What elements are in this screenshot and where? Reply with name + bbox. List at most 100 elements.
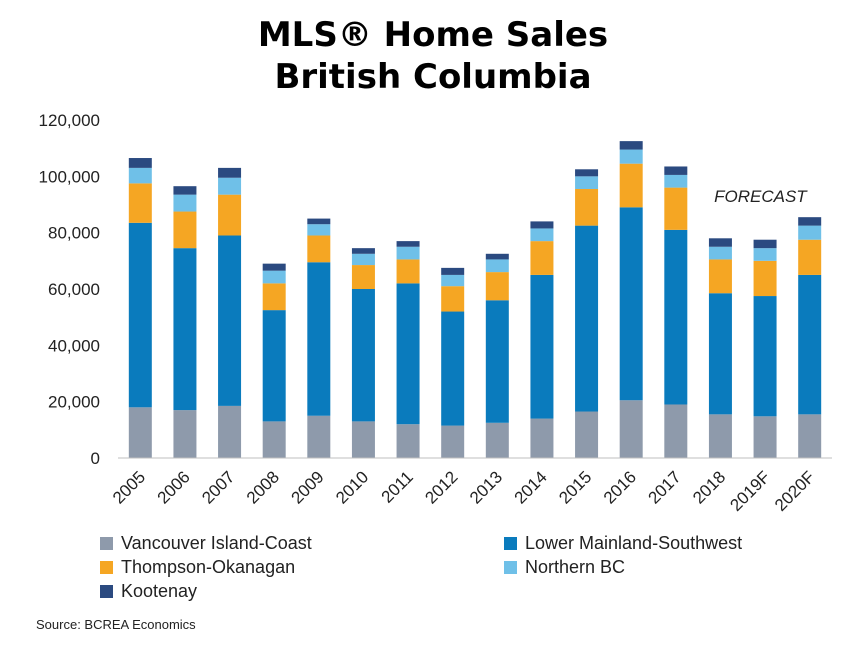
bar-segment (664, 174, 688, 188)
legend-label: Lower Mainland-Southwest (525, 533, 743, 553)
legend-label: Vancouver Island-Coast (121, 533, 312, 553)
bar-segment (396, 424, 420, 458)
x-tick-label: 2014 (511, 467, 551, 507)
bar-segment (485, 253, 509, 260)
x-tick-label: 2019F (726, 467, 774, 515)
legend-swatch (100, 537, 113, 550)
bar-segment (575, 189, 599, 226)
bar-segment (575, 225, 599, 412)
bar-segment (619, 163, 643, 208)
legend-swatch (100, 585, 113, 598)
y-tick-label: 100,000 (39, 167, 100, 186)
bar-segment (307, 415, 331, 458)
bar-segment (530, 228, 554, 242)
bar-segment (753, 296, 777, 417)
bar-segment (262, 421, 286, 458)
bar-segment (307, 235, 331, 263)
bar-segment (396, 283, 420, 425)
bar-segment (396, 259, 420, 284)
legend-label: Thompson-Okanagan (121, 557, 296, 577)
bar-segment (441, 286, 465, 312)
bar-segment (128, 183, 152, 223)
x-tick-label: 2007 (198, 467, 238, 507)
bar-segment (441, 311, 465, 426)
chart-title-line-1: MLS® Home Sales (257, 15, 609, 55)
bars (128, 141, 822, 458)
bar-segment (173, 410, 197, 458)
x-tick-label: 2008 (243, 467, 283, 507)
legend-item: Lower Mainland-Southwest (504, 533, 742, 554)
bar-segment (128, 407, 152, 458)
bar-segment (262, 263, 286, 271)
bar-segment (218, 235, 242, 406)
bar-segment (173, 194, 197, 212)
bar-segment (798, 414, 822, 458)
bar-segment (485, 422, 509, 458)
bar-segment (262, 283, 286, 311)
y-tick-label: 80,000 (48, 224, 100, 243)
x-tick-label: 2006 (154, 467, 194, 507)
y-axis: 0 20,000 40,000 60,000 80,000 100,000 120,000 (39, 111, 100, 468)
x-tick-label: 2018 (689, 467, 729, 507)
bar-segment (307, 224, 331, 236)
y-tick-label: 120,000 (39, 111, 100, 130)
bar-segment (485, 300, 509, 423)
legend-swatch (100, 561, 113, 574)
bar-segment (664, 187, 688, 230)
bar-segment (798, 217, 822, 226)
bar-segment (307, 262, 331, 416)
chart-title-line-2: British Columbia (274, 57, 592, 97)
bar-segment (218, 167, 242, 178)
legend-item: Vancouver Island-Coast (100, 533, 312, 554)
bar-segment (530, 418, 554, 458)
bar-segment (218, 405, 242, 458)
bar-segment (173, 186, 197, 195)
bar-segment (307, 218, 331, 225)
chart-title: MLS® Home Sales British Columbia (0, 14, 866, 98)
bar-segment (262, 270, 286, 284)
x-axis: 2005 2006 2007 2008 2009 2010 2011 2012 2013 2014… (109, 457, 832, 515)
bar-segment (798, 225, 822, 240)
bar-segment (396, 246, 420, 260)
bar-segment (575, 411, 599, 458)
y-tick-label: 60,000 (48, 280, 100, 299)
forecast-annotation: FORECAST (714, 187, 808, 206)
bar-segment (708, 259, 732, 294)
bar-segment (396, 241, 420, 247)
bar-segment (441, 274, 465, 287)
bar-segment (798, 239, 822, 275)
x-tick-label: 2020F (771, 467, 819, 515)
bar-segment (351, 421, 375, 458)
bar-segment (351, 289, 375, 422)
bar-segment (485, 259, 509, 273)
x-tick-label: 2013 (466, 467, 506, 507)
bar-segment (664, 404, 688, 458)
bar-segment (753, 260, 777, 297)
bar-segment (619, 141, 643, 150)
bar-segment (619, 400, 643, 458)
bar-segment (485, 272, 509, 301)
x-tick-label: 2016 (600, 467, 640, 507)
x-tick-label: 2010 (332, 467, 372, 507)
legend-swatch (504, 561, 517, 574)
bar-segment (708, 414, 732, 458)
source-note: Source: BCREA Economics (36, 617, 196, 632)
bar-segment (351, 265, 375, 289)
bar-segment (664, 229, 688, 405)
bar-segment (619, 149, 643, 164)
bar-segment (530, 241, 554, 275)
bar-segment (218, 194, 242, 236)
bar-segment (173, 211, 197, 249)
bar-segment (753, 248, 777, 261)
bar-segment (351, 248, 375, 254)
x-tick-label: 2017 (644, 467, 684, 507)
bar-segment (218, 177, 242, 195)
bar-segment (753, 416, 777, 458)
bar-segment (575, 169, 599, 177)
bar-segment (173, 248, 197, 411)
bar-segment (798, 274, 822, 415)
x-tick-label: 2009 (287, 467, 327, 507)
bar-segment (619, 207, 643, 401)
bar-segment (575, 176, 599, 190)
